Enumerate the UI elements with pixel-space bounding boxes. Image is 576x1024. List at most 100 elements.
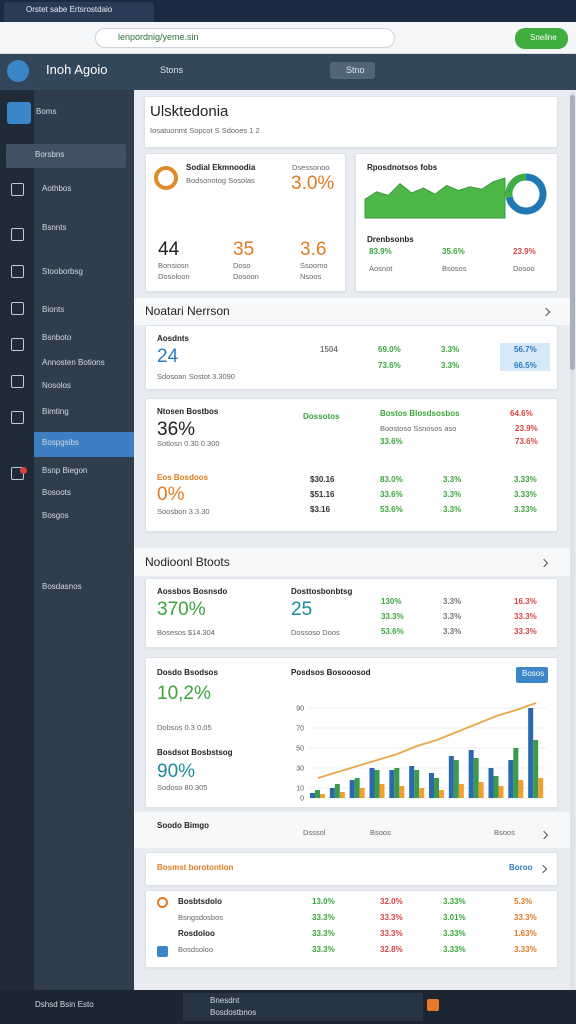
stat-value: 3.6 bbox=[300, 239, 327, 260]
nav-item[interactable]: Stooborbsg bbox=[42, 267, 83, 276]
y-tick-label: 90 bbox=[296, 706, 304, 713]
bar bbox=[448, 756, 454, 798]
nav-item[interactable]: Borsbns bbox=[35, 150, 65, 159]
app-section: Stons bbox=[160, 65, 184, 75]
y-tick-label: 30 bbox=[296, 766, 304, 773]
taskbar-app bbox=[183, 993, 423, 1021]
stat-sub: Dosoon bbox=[233, 272, 259, 281]
search-label[interactable]: Stno bbox=[346, 65, 365, 75]
nav-selected bbox=[34, 432, 134, 457]
card-value: 25 bbox=[291, 599, 313, 620]
banner-title: Bosmst borotontion bbox=[157, 863, 234, 872]
home-label[interactable]: Boms bbox=[36, 107, 57, 116]
column-head: Bsoos bbox=[370, 828, 391, 837]
nav-icon bbox=[11, 265, 24, 278]
search-box[interactable] bbox=[330, 62, 375, 79]
list-header bbox=[134, 812, 570, 848]
nav-item[interactable]: Bosdasnos bbox=[42, 582, 82, 591]
stat-label: Ssoomo bbox=[300, 261, 328, 270]
card-label: Dosttosbonbtsg bbox=[291, 587, 353, 596]
table-cell: 3.33% bbox=[443, 929, 466, 938]
nav-item[interactable]: Bosgos bbox=[42, 511, 69, 520]
chart-button-label[interactable]: Bosos bbox=[522, 669, 545, 678]
chart-button[interactable] bbox=[516, 667, 548, 683]
table-cell: 3.3% bbox=[443, 612, 462, 621]
row-name: Bsngsdosbos bbox=[178, 913, 224, 922]
app-name: Inoh Agoio bbox=[46, 62, 108, 77]
overview-subtitle: Iosatuonmt Sopcot S Sdooes 1 2 bbox=[150, 126, 260, 135]
banner-link[interactable]: Boroo bbox=[509, 863, 533, 872]
nav-icon bbox=[11, 183, 24, 196]
table-cell: 3.33% bbox=[514, 945, 537, 954]
tab-title: Orstet sabe Ertsrostdaio bbox=[26, 5, 113, 14]
bar bbox=[473, 758, 479, 798]
table-cell: 33.3% bbox=[312, 913, 335, 922]
row-icon bbox=[157, 946, 168, 957]
bar bbox=[394, 768, 400, 798]
url-field[interactable] bbox=[95, 28, 395, 48]
nav-active bbox=[6, 144, 126, 168]
column-head: Dsssol bbox=[303, 828, 326, 837]
bar bbox=[369, 768, 375, 798]
card-label: Dosdo Bsodsos bbox=[157, 668, 218, 677]
app-header bbox=[0, 54, 576, 90]
nav-item[interactable]: Bosoots bbox=[42, 488, 71, 497]
table-cell: 56.7% bbox=[514, 345, 537, 354]
table-cell: 3.33% bbox=[443, 897, 466, 906]
table-cell: 3.3% bbox=[443, 505, 462, 514]
nav-item[interactable]: Bsnboto bbox=[42, 333, 72, 342]
nav-item[interactable]: Bsnp Biegon bbox=[42, 466, 88, 475]
bar bbox=[498, 786, 504, 798]
metric-value: 23.9% bbox=[513, 247, 536, 256]
table-cell: 3.33% bbox=[514, 490, 537, 499]
donut-segment bbox=[505, 173, 547, 215]
table-cell: 130% bbox=[381, 597, 402, 606]
taskbar-sub: Bosdostbnos bbox=[210, 1008, 257, 1017]
nav-item[interactable]: Aothbos bbox=[42, 184, 72, 193]
bar bbox=[458, 784, 464, 798]
bar bbox=[414, 770, 420, 798]
y-tick-label: 50 bbox=[296, 746, 304, 753]
nav-item[interactable]: Annosten Botions bbox=[42, 358, 105, 367]
metric-label: Aosnot bbox=[369, 264, 393, 273]
bar bbox=[334, 784, 340, 798]
list-title: Soodo Bimgo bbox=[157, 821, 209, 830]
section-header bbox=[134, 298, 570, 325]
bar bbox=[349, 780, 355, 798]
row-name: Rosdoloo bbox=[178, 929, 215, 938]
overview-card bbox=[144, 96, 558, 148]
bar bbox=[379, 784, 385, 798]
column-head: 64.6% bbox=[510, 409, 533, 418]
table-cell: $3.16 bbox=[310, 505, 331, 514]
nav-item[interactable]: Bsnnts bbox=[42, 223, 67, 232]
bar bbox=[329, 788, 335, 798]
bar bbox=[478, 782, 484, 798]
section-title: Noatari Nerrson bbox=[145, 304, 230, 318]
metric-value: 35.6% bbox=[442, 247, 465, 256]
bar bbox=[518, 780, 524, 798]
card-value: 370% bbox=[157, 599, 206, 620]
rate-value: 3.0% bbox=[291, 173, 335, 194]
action-label[interactable]: Sneilne bbox=[530, 33, 557, 42]
bar bbox=[508, 760, 514, 798]
table-cell: 3.3% bbox=[441, 345, 460, 354]
y-tick-label: 0 bbox=[300, 796, 304, 803]
action-button[interactable] bbox=[515, 28, 568, 49]
nav-item[interactable]: Nosolos bbox=[42, 381, 71, 390]
nav-item[interactable]: Bimting bbox=[42, 407, 69, 416]
nav-item[interactable]: Bionts bbox=[42, 305, 65, 314]
card-value: 24 bbox=[157, 346, 179, 367]
trend-title: Rposdnotsos fobs bbox=[367, 163, 438, 172]
table-cell: 33.3% bbox=[312, 929, 335, 938]
bar bbox=[434, 778, 439, 798]
detail-label: Boostoso Ssnosos aso bbox=[380, 424, 457, 433]
scroll-thumb bbox=[570, 95, 575, 370]
bar bbox=[439, 790, 444, 798]
url[interactable]: lenpordnig/yeme.sin bbox=[118, 32, 199, 42]
table-cell: 73.6% bbox=[378, 361, 401, 370]
card-value: 0% bbox=[157, 484, 185, 505]
card-note: Dossoso Doos bbox=[291, 628, 340, 637]
nav-item[interactable]: Bospgsibs bbox=[42, 438, 79, 447]
bar bbox=[374, 770, 380, 798]
card-note: Soosbon 3.3.30 bbox=[157, 507, 210, 516]
